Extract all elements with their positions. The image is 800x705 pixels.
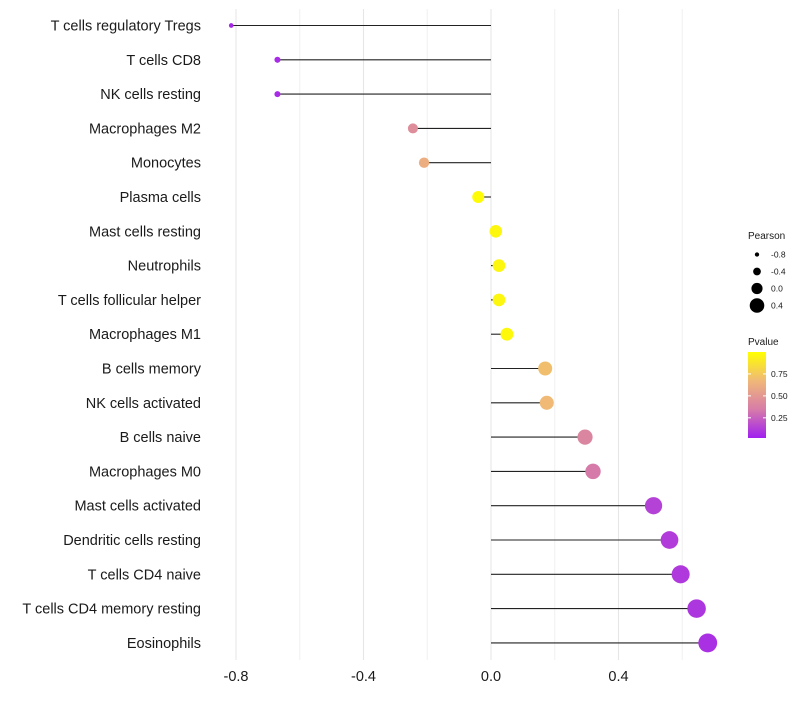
point-8 [492, 293, 506, 307]
category-labels: T cells regulatory Tregs T cells CD8 NK ce… [22, 19, 201, 652]
point-4 [418, 157, 430, 168]
point-2 [274, 91, 281, 98]
category-label: Macrophages M0 [89, 464, 201, 480]
legend-pearson-title: Pearson [748, 231, 785, 242]
category-label: B cells naive [120, 430, 201, 446]
point-1 [274, 56, 281, 63]
category-label: T cells regulatory Tregs [51, 19, 201, 35]
point-11 [539, 395, 554, 410]
point-5 [472, 190, 485, 204]
point-18 [698, 633, 718, 653]
category-label: B cells memory [102, 362, 202, 378]
gridlines [235, 9, 683, 660]
point-13 [585, 463, 601, 480]
point-9 [500, 327, 514, 341]
point-16 [671, 565, 690, 584]
category-label: Mast cells activated [74, 499, 201, 515]
category-label: Macrophages M1 [89, 327, 201, 343]
legend: Pearson -0.8 -0.4 0.0 0.4 Pvalue 0.25 0.50 0.75 [748, 231, 788, 438]
category-label: T cells follicular helper [58, 293, 201, 309]
legend-size-label: -0.8 [771, 250, 786, 260]
legend-size-dot [753, 267, 761, 276]
category-label: Eosinophils [127, 636, 201, 652]
legend-size-label: 0.0 [771, 284, 783, 294]
category-label: T cells CD4 memory resting [22, 602, 201, 618]
category-label: T cells CD8 [126, 53, 201, 69]
category-label: Neutrophils [128, 259, 201, 275]
legend-size-label: -0.4 [771, 267, 786, 277]
legend-colorbar [748, 352, 766, 438]
x-tick-label: -0.8 [224, 669, 249, 685]
point-12 [577, 429, 593, 445]
category-label: Dendritic cells resting [63, 533, 201, 549]
category-label: Plasma cells [120, 190, 201, 206]
point-0 [228, 23, 234, 28]
legend-size-label: 0.4 [771, 301, 783, 311]
x-tick-label: -0.4 [351, 669, 376, 685]
point-10 [538, 361, 553, 376]
legend-size-dot [749, 298, 765, 313]
colorbar-label: 0.50 [771, 391, 788, 401]
point-14 [644, 497, 663, 515]
category-label: Mast cells resting [89, 224, 201, 240]
legend-size-dot [754, 252, 760, 257]
point-15 [660, 531, 679, 549]
point-7 [492, 259, 506, 272]
category-label: NK cells activated [86, 396, 201, 412]
x-tick-label: 0.4 [608, 669, 628, 685]
x-tick-label: 0.0 [481, 669, 501, 685]
x-axis-ticks: -0.8 -0.4 0.0 0.4 [224, 669, 629, 685]
colorbar-label: 0.25 [771, 413, 788, 423]
point-17 [687, 599, 706, 618]
colorbar-label: 0.75 [771, 369, 788, 379]
category-label: Macrophages M2 [89, 121, 201, 137]
point-6 [489, 225, 503, 238]
lollipop-points [228, 23, 718, 653]
lollipop-stems [231, 24, 708, 644]
legend-pvalue-title: Pvalue [748, 337, 779, 348]
category-label: T cells CD4 naive [88, 567, 201, 583]
category-label: Monocytes [131, 156, 201, 172]
point-3 [407, 123, 418, 134]
legend-size-dot [751, 282, 763, 295]
category-label: NK cells resting [100, 87, 201, 103]
